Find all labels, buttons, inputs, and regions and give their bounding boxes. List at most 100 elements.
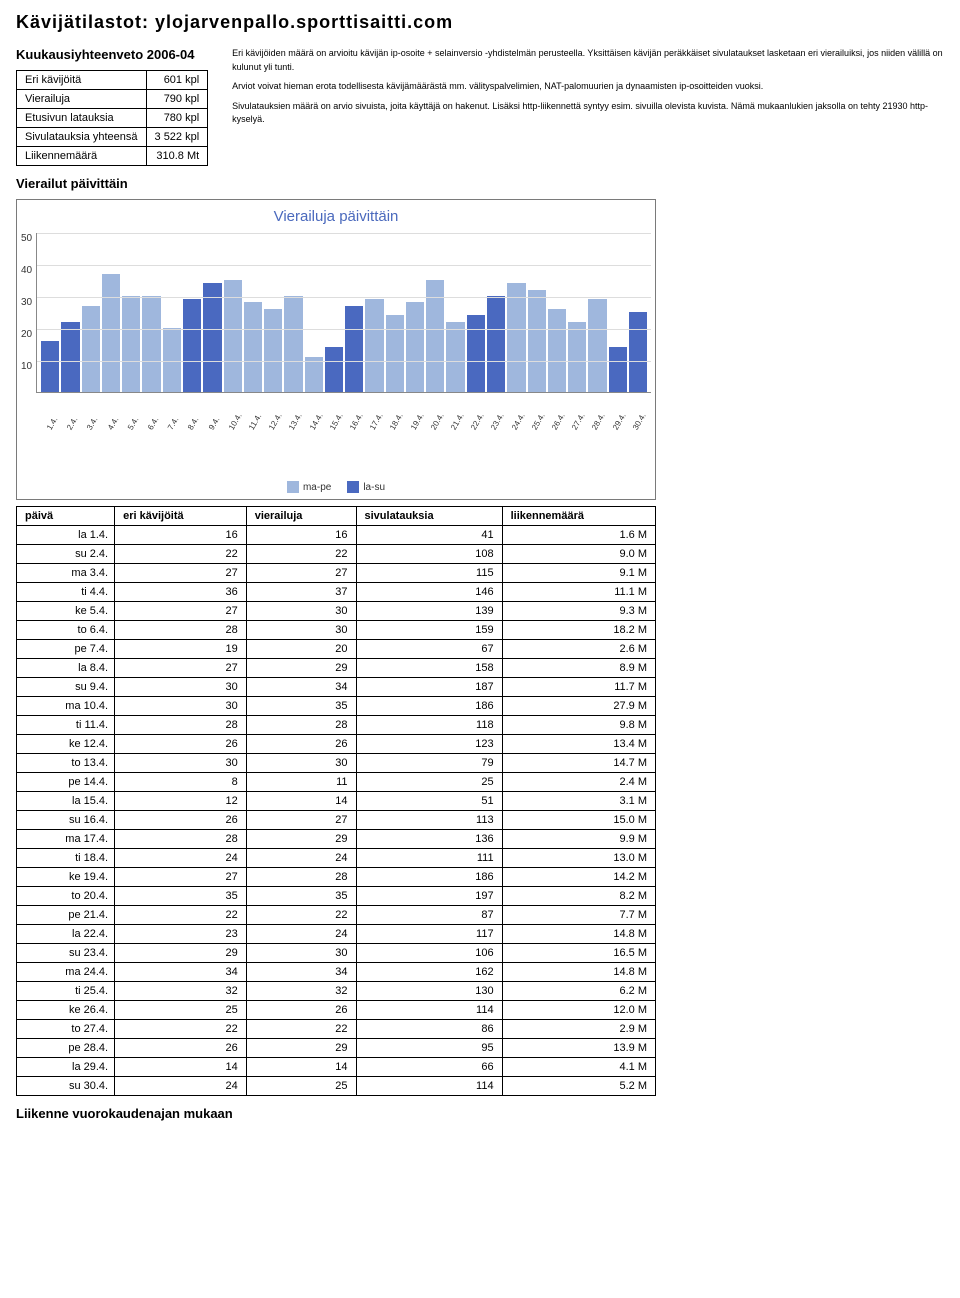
y-tick: 40 <box>21 265 32 276</box>
table-cell: 86 <box>356 1020 502 1039</box>
chart-bar <box>264 309 282 392</box>
chart-bar <box>82 306 100 392</box>
table-row: Vierailuja790 kpl <box>17 90 208 109</box>
summary-label: Etusivun latauksia <box>17 109 147 128</box>
grid-line <box>37 233 651 234</box>
chart-bar <box>629 312 647 392</box>
table-cell: 24 <box>246 925 356 944</box>
table-cell: 106 <box>356 944 502 963</box>
grid-line <box>37 265 651 266</box>
table-head-row: päiväeri kävijöitävierailujasivulatauksi… <box>17 507 656 526</box>
table-cell: 22 <box>115 1020 247 1039</box>
y-tick: 10 <box>21 361 32 372</box>
summary-label: Eri kävijöitä <box>17 71 147 90</box>
table-cell: 186 <box>356 868 502 887</box>
table-cell: 87 <box>356 906 502 925</box>
summary-block: Kuukausiyhteenveto 2006-04 Eri kävijöitä… <box>16 47 208 166</box>
table-row: pe 28.4.26299513.9 M <box>17 1039 656 1058</box>
table-cell: 27 <box>115 659 247 678</box>
table-cell: 8.9 M <box>502 659 655 678</box>
explain-p3: Sivulatauksien määrä on arvio sivuista, … <box>232 100 944 127</box>
chart-bar <box>244 302 262 392</box>
table-row: ke 5.4.27301399.3 M <box>17 602 656 621</box>
chart-bar <box>183 299 201 392</box>
table-cell: 2.6 M <box>502 640 655 659</box>
table-row: ma 3.4.27271159.1 M <box>17 564 656 583</box>
table-cell: 114 <box>356 1001 502 1020</box>
legend-item: la-su <box>347 481 385 493</box>
table-cell: la 8.4. <box>17 659 115 678</box>
table-cell: 14.7 M <box>502 754 655 773</box>
table-cell: ke 19.4. <box>17 868 115 887</box>
chart-bar <box>446 322 464 392</box>
explain-block: Eri kävijöiden määrä on arvioitu kävijän… <box>232 47 944 133</box>
table-cell: 14 <box>115 1058 247 1077</box>
chart-bar <box>102 274 120 392</box>
y-tick: 20 <box>21 329 32 340</box>
footer-heading: Liikenne vuorokaudenajan mukaan <box>16 1106 944 1121</box>
table-cell: 130 <box>356 982 502 1001</box>
chart-bar <box>365 299 383 392</box>
summary-row: Kuukausiyhteenveto 2006-04 Eri kävijöitä… <box>16 47 944 166</box>
chart-plot <box>36 233 651 393</box>
table-cell: 18.2 M <box>502 621 655 640</box>
table-cell: 22 <box>246 545 356 564</box>
chart-bar <box>203 283 221 392</box>
table-row: ti 11.4.28281189.8 M <box>17 716 656 735</box>
table-cell: 11.7 M <box>502 678 655 697</box>
table-cell: 12 <box>115 792 247 811</box>
table-cell: 9.8 M <box>502 716 655 735</box>
chart-bar <box>406 302 424 392</box>
chart-bar <box>345 306 363 392</box>
chart-bar <box>142 296 160 392</box>
table-cell: 24 <box>246 849 356 868</box>
table-cell: su 2.4. <box>17 545 115 564</box>
table-cell: 27 <box>246 564 356 583</box>
summary-value: 790 kpl <box>146 90 208 109</box>
table-cell: 25 <box>246 1077 356 1096</box>
y-tick: 30 <box>21 297 32 308</box>
table-cell: 108 <box>356 545 502 564</box>
explain-p1: Eri kävijöiden määrä on arvioitu kävijän… <box>232 47 944 74</box>
table-cell: 14.8 M <box>502 925 655 944</box>
grid-line <box>37 297 651 298</box>
table-cell: 66 <box>356 1058 502 1077</box>
table-cell: 118 <box>356 716 502 735</box>
table-cell: 30 <box>246 621 356 640</box>
table-cell: ke 12.4. <box>17 735 115 754</box>
table-cell: 2.4 M <box>502 773 655 792</box>
grid-line <box>37 361 651 362</box>
table-cell: 25 <box>356 773 502 792</box>
summary-value: 780 kpl <box>146 109 208 128</box>
table-row: su 30.4.24251145.2 M <box>17 1077 656 1096</box>
table-cell: su 30.4. <box>17 1077 115 1096</box>
table-col-header: eri kävijöitä <box>115 507 247 526</box>
chart-bar <box>41 341 59 392</box>
table-row: to 27.4.2222862.9 M <box>17 1020 656 1039</box>
table-cell: 23 <box>115 925 247 944</box>
table-cell: 158 <box>356 659 502 678</box>
table-cell: 95 <box>356 1039 502 1058</box>
table-cell: su 9.4. <box>17 678 115 697</box>
table-cell: 34 <box>115 963 247 982</box>
table-cell: pe 7.4. <box>17 640 115 659</box>
table-cell: 22 <box>115 545 247 564</box>
table-cell: 123 <box>356 735 502 754</box>
table-cell: 1.6 M <box>502 526 655 545</box>
table-cell: 139 <box>356 602 502 621</box>
table-col-header: vierailuja <box>246 507 356 526</box>
table-cell: 3.1 M <box>502 792 655 811</box>
table-cell: pe 21.4. <box>17 906 115 925</box>
table-row: Liikennemäärä310.8 Mt <box>17 147 208 166</box>
table-cell: 159 <box>356 621 502 640</box>
table-row: to 20.4.35351978.2 M <box>17 887 656 906</box>
table-cell: 8 <box>115 773 247 792</box>
chart-bar <box>588 299 606 392</box>
table-cell: 162 <box>356 963 502 982</box>
table-cell: 13.9 M <box>502 1039 655 1058</box>
table-cell: su 16.4. <box>17 811 115 830</box>
chart-bar <box>548 309 566 392</box>
page-title: Kävijätilastot: ylojarvenpallo.sporttisa… <box>16 12 944 33</box>
table-cell: 32 <box>115 982 247 1001</box>
table-row: pe 7.4.1920672.6 M <box>17 640 656 659</box>
